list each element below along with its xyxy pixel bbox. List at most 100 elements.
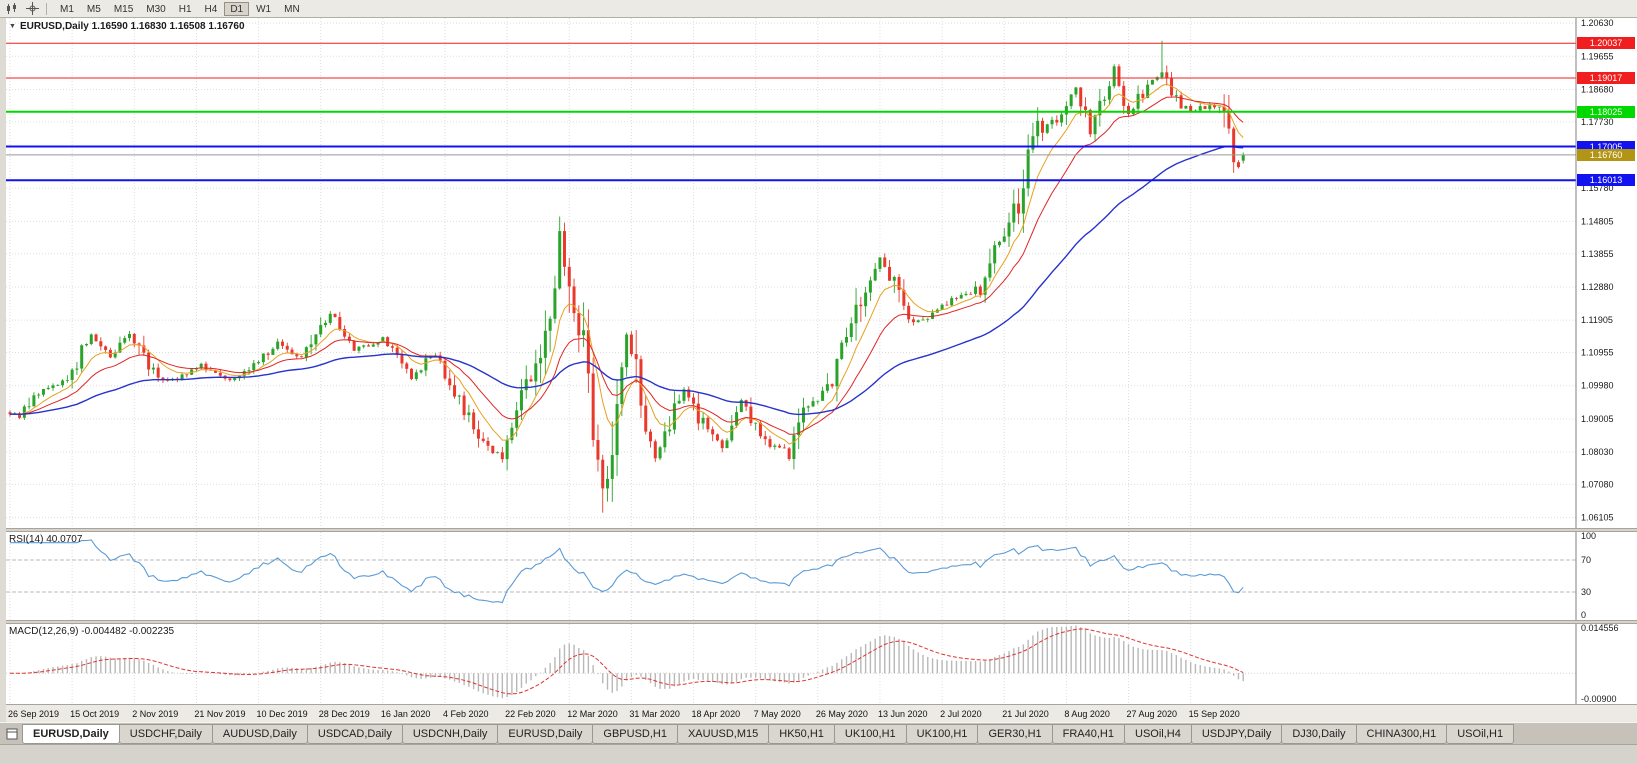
date-label: 15 Oct 2019 [70, 709, 120, 719]
timeframe-button-h4[interactable]: H4 [204, 3, 218, 15]
rsi-indicator-value: 40.0707 [46, 534, 83, 545]
svg-text:0: 0 [1581, 610, 1586, 620]
timeframe-button-w1[interactable]: W1 [256, 3, 272, 15]
timeframe-button-m1[interactable]: M1 [60, 3, 74, 15]
time-axis[interactable]: 26 Sep 2019 15 Oct 2019 2 Nov 2019 21 Nov 2… [0, 704, 1637, 722]
rsi-svg: 100 70 30 0 [0, 532, 1596, 620]
svg-text:30: 30 [1581, 587, 1591, 597]
macd-grid [0, 624, 1576, 704]
svg-text:1.17730: 1.17730 [1581, 117, 1614, 127]
chart-tab-usdcad-daily[interactable]: USDCAD,Daily [306, 724, 403, 744]
chart-tab-eurusd-daily[interactable]: EURUSD,Daily [22, 724, 120, 744]
chart-tab-xauusd-m15[interactable]: XAUUSD,M15 [676, 724, 770, 744]
toolbar: M1 M5 M15 M30 H1 H4 D1 W1 MN [0, 0, 1637, 18]
price-chart-svg[interactable]: 1.206301.196551.186801.177301.167551.157… [0, 18, 1637, 528]
timeframe-button-m30[interactable]: M30 [146, 3, 166, 15]
chart-tab-uk100-h1[interactable]: UK100,H1 [905, 724, 979, 744]
chart-tab-hk50-h1[interactable]: HK50,H1 [768, 724, 835, 744]
date-label: 21 Jul 2020 [1002, 709, 1049, 719]
date-label: 7 May 2020 [753, 709, 801, 719]
chart-windows-icon[interactable] [4, 726, 20, 742]
chart-tab-usoil-h4[interactable]: USOil,H4 [1124, 724, 1192, 744]
timeframe-toolbar: M1 M5 M15 M30 H1 H4 D1 W1 MN [54, 1, 306, 16]
current-price-tag: 1.16760 [1577, 148, 1635, 161]
panel-divider[interactable] [0, 528, 1637, 532]
rsi-axis: 100 70 30 0 [1575, 532, 1596, 620]
date-label: 22 Feb 2020 [505, 709, 556, 719]
svg-text:0.014556: 0.014556 [1581, 624, 1619, 633]
timeframe-button-d1[interactable]: D1 [224, 1, 250, 16]
horizontal-level-lines[interactable] [0, 42, 1576, 182]
timeframe-button-mn[interactable]: MN [284, 3, 300, 15]
chart-tab-dj30-daily[interactable]: DJ30,Daily [1281, 724, 1357, 744]
chart-tab-eurusd-daily[interactable]: EURUSD,Daily [497, 724, 594, 744]
date-label: 13 Jun 2020 [877, 709, 928, 719]
timeframe-button-m15[interactable]: M15 [113, 3, 134, 15]
macd-svg: 0.014556 -0.00900 [0, 624, 1619, 704]
price-level-tag: 1.19017 [1577, 72, 1635, 85]
chart-tab-audusd-daily[interactable]: AUDUSD,Daily [211, 724, 308, 744]
chart-tab-ger30-h1[interactable]: GER30,H1 [977, 724, 1053, 744]
date-label: 12 Mar 2020 [567, 709, 618, 719]
macd-histogram [14, 625, 1244, 699]
chart-tab-usoil-h1[interactable]: USOil,H1 [1446, 724, 1515, 744]
rsi-panel[interactable]: 100 70 30 0 RSI(14) 40.0707 [0, 532, 1637, 620]
macd-panel[interactable]: 0.014556 -0.00900 MACD(12,26,9) -0.004482… [0, 624, 1637, 704]
rsi-label: RSI(14) 40.0707 [9, 534, 82, 545]
svg-text:1.12880: 1.12880 [1581, 282, 1614, 292]
date-label: 26 Sep 2019 [8, 709, 60, 719]
chart-tab-gbpusd-h1[interactable]: GBPUSD,H1 [592, 724, 678, 744]
date-label: 21 Nov 2019 [194, 709, 246, 719]
svg-text:1.18680: 1.18680 [1581, 84, 1614, 94]
date-label: 8 Aug 2020 [1064, 709, 1110, 719]
svg-text:100: 100 [1581, 532, 1596, 541]
svg-text:1.11905: 1.11905 [1581, 315, 1613, 325]
svg-text:1.20630: 1.20630 [1581, 18, 1614, 28]
timeframe-button-m5[interactable]: M5 [86, 3, 101, 15]
svg-text:1.09005: 1.09005 [1581, 414, 1614, 424]
timeframe-button-h1[interactable]: H1 [178, 3, 192, 15]
macd-axis: 0.014556 -0.00900 [1575, 624, 1619, 704]
chart-tab-usdchf-daily[interactable]: USDCHF,Daily [118, 724, 213, 744]
date-label: 15 Sep 2020 [1188, 709, 1240, 719]
toolbar-separator [46, 2, 47, 15]
moving-average-lines [9, 83, 1244, 445]
svg-text:70: 70 [1581, 555, 1591, 565]
svg-text:1.14805: 1.14805 [1581, 216, 1614, 226]
date-label: 10 Dec 2019 [256, 709, 308, 719]
rsi-indicator-name: RSI(14) [9, 534, 44, 545]
svg-text:1.07080: 1.07080 [1581, 479, 1614, 489]
status-bar [0, 744, 1637, 764]
date-label: 26 May 2020 [815, 709, 868, 719]
chart-tab-china300-h1[interactable]: CHINA300,H1 [1355, 724, 1448, 744]
rsi-grid [0, 532, 1576, 620]
date-label: 18 Apr 2020 [691, 709, 741, 719]
chart-title-text: EURUSD,Daily 1.16590 1.16830 1.16508 1.1… [19, 21, 245, 32]
chart-tab-usdjpy-daily[interactable]: USDJPY,Daily [1190, 724, 1283, 744]
svg-text:1.09980: 1.09980 [1581, 381, 1614, 391]
svg-text:-0.00900: -0.00900 [1581, 694, 1617, 704]
svg-text:1.08030: 1.08030 [1581, 447, 1614, 457]
svg-text:1.19655: 1.19655 [1581, 51, 1614, 61]
date-label: 27 Aug 2020 [1126, 709, 1178, 719]
chart-tab-fra40-h1[interactable]: FRA40,H1 [1051, 724, 1125, 744]
price-axis: 1.206301.196551.186801.177301.167551.157… [1575, 18, 1614, 528]
chart-tab-usdcnh-daily[interactable]: USDCNH,Daily [401, 724, 499, 744]
macd-indicator-values: -0.004482 -0.002235 [81, 626, 175, 637]
date-label: 2 Jul 2020 [940, 709, 982, 719]
window-border-left [0, 18, 6, 722]
date-label: 4 Feb 2020 [442, 709, 489, 719]
panel-divider[interactable] [0, 620, 1637, 624]
svg-text:1.10955: 1.10955 [1581, 347, 1614, 357]
macd-label: MACD(12,26,9) -0.004482 -0.002235 [9, 626, 174, 637]
price-level-tag: 1.16013 [1577, 174, 1635, 187]
candlestick-plot[interactable] [8, 40, 1245, 513]
chart-tab-bar: EURUSD,Daily USDCHF,Daily AUDUSD,Daily USDC… [0, 722, 1637, 744]
candlestick-chart-icon[interactable] [3, 1, 21, 16]
crosshair-icon[interactable] [23, 1, 41, 16]
one-click-trading-arrow-icon[interactable]: ▼ [9, 23, 16, 30]
svg-text:1.06105: 1.06105 [1581, 513, 1614, 523]
chart-tab-uk100-h1[interactable]: UK100,H1 [833, 724, 907, 744]
price-chart-panel[interactable]: 1.206301.196551.186801.177301.167551.157… [0, 18, 1637, 528]
